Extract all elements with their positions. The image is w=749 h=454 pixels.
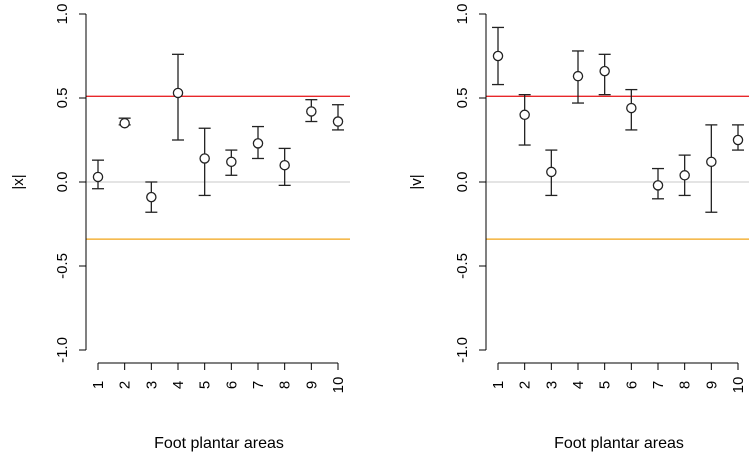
x-tick-label: 1 — [490, 381, 507, 389]
data-point-8 — [279, 159, 290, 171]
data-point-6 — [226, 156, 237, 168]
x-tick-label: 8 — [277, 381, 294, 389]
y-tick-label: -1.0 — [454, 337, 471, 363]
data-point-3 — [146, 191, 157, 203]
data-point-9 — [306, 106, 317, 117]
data-point-10 — [332, 116, 344, 127]
y-axis-label: |x| — [10, 174, 27, 189]
x-tick-label: 10 — [330, 377, 347, 394]
data-point-10 — [732, 134, 744, 146]
x-tick-label: 9 — [703, 381, 720, 389]
data-point-9 — [706, 156, 717, 168]
x-tick-label: 5 — [597, 381, 614, 389]
x-tick-label: 8 — [677, 381, 694, 389]
data-point-7 — [652, 180, 664, 191]
x-axis-label: Foot plantar areas — [154, 435, 284, 452]
y-tick-label: -1.0 — [54, 337, 71, 363]
x-tick-label: 4 — [570, 381, 587, 389]
y-axis-label: |v| — [408, 174, 425, 189]
x-tick-label: 7 — [250, 381, 267, 389]
y-tick-label: 1.0 — [454, 4, 471, 25]
x-tick-label: 7 — [650, 381, 667, 389]
x-tick-label: 2 — [117, 381, 134, 389]
x-tick-label: 6 — [223, 381, 240, 389]
data-point-2 — [519, 109, 530, 121]
data-point-2 — [119, 117, 130, 129]
y-tick-label: 0.5 — [54, 88, 71, 109]
y-tick-label: -0.5 — [54, 253, 71, 279]
data-point-6 — [626, 102, 637, 114]
data-point-1 — [92, 171, 104, 183]
y-tick-label: 1.0 — [54, 4, 71, 25]
y-tick-label: 0.0 — [454, 172, 471, 193]
y-tick-label: -0.5 — [454, 253, 471, 279]
panel-right: -1.0 -0.5 0.0 0.5 1.0 1 2 3 4 5 6 7 8 9 10 Foot plantar… — [408, 4, 749, 452]
x-axis-label: Foot plantar areas — [554, 435, 684, 452]
data-point-8 — [679, 170, 690, 181]
y-tick-label: 0.5 — [454, 88, 471, 109]
x-tick-label: 5 — [197, 381, 214, 389]
x-tick-label: 3 — [143, 381, 160, 389]
panel-left: -1.0 -0.5 0.0 0.5 1.0 1 2 3 4 5 6 7 8 9 10 Foot plantar… — [10, 4, 350, 452]
x-tick-label: 9 — [303, 381, 320, 389]
data-point-3 — [546, 166, 557, 178]
x-tick-label: 10 — [730, 377, 747, 394]
data-point-7 — [252, 138, 264, 149]
x-tick-label: 2 — [517, 381, 534, 389]
data-point-5 — [199, 153, 210, 164]
x-tick-label: 4 — [170, 381, 187, 389]
data-point-4 — [172, 87, 184, 99]
data-point-4 — [572, 70, 584, 82]
x-tick-label: 1 — [90, 381, 107, 389]
data-point-1 — [492, 50, 504, 62]
x-tick-label: 3 — [543, 381, 560, 389]
y-tick-label: 0.0 — [54, 172, 71, 193]
x-tick-label: 6 — [623, 381, 640, 389]
data-point-5 — [599, 65, 610, 77]
